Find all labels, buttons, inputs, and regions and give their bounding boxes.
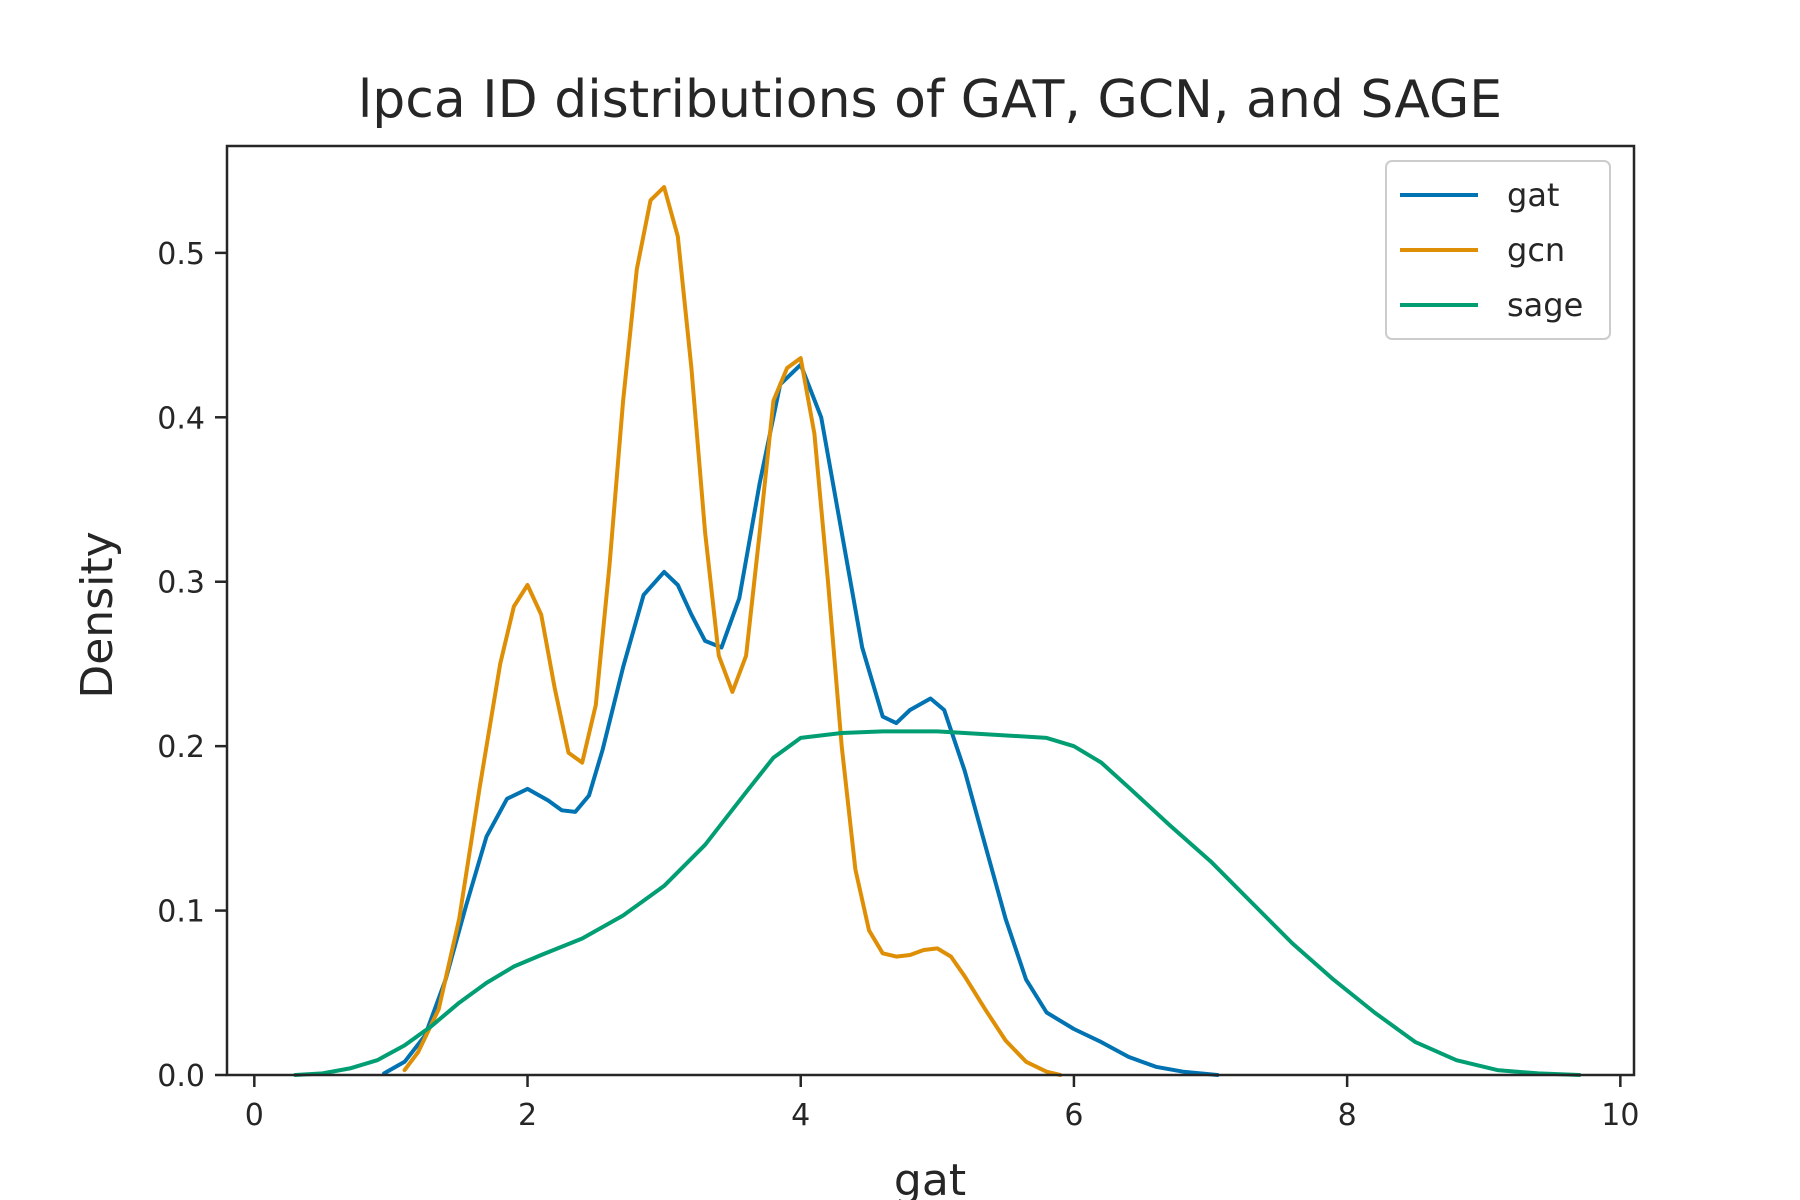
x-tick-label: 0 — [245, 1098, 264, 1133]
legend-label-sage: sage — [1507, 286, 1583, 324]
x-axis: 0 2 4 6 8 10 — [245, 1075, 1639, 1133]
y-axis-label: Density — [72, 531, 123, 698]
y-tick-label: 0.1 — [157, 895, 205, 930]
legend-label-gat: gat — [1507, 176, 1559, 214]
x-tick-label: 6 — [1064, 1098, 1083, 1133]
series-line-sage — [293, 729, 1582, 1077]
chart-title: lpca ID distributions of GAT, GCN, and S… — [358, 70, 1502, 130]
x-tick-label: 8 — [1338, 1098, 1357, 1133]
series-line-gcn — [402, 185, 1063, 1077]
legend: gat gcn sage — [1385, 160, 1611, 340]
y-tick-label: 0.2 — [157, 730, 205, 765]
y-axis: 0.0 0.1 0.2 0.3 0.4 0.5 — [157, 237, 227, 1094]
y-tick-label: 0.3 — [157, 566, 205, 601]
y-tick-label: 0.4 — [157, 401, 205, 436]
plot-area — [293, 185, 1582, 1077]
y-tick-label: 0.0 — [157, 1059, 205, 1094]
legend-label-gcn: gcn — [1507, 231, 1565, 269]
x-axis-label: gat — [894, 1155, 966, 1200]
axes-frame — [225, 144, 1636, 1077]
y-tick-label: 0.5 — [157, 237, 205, 272]
x-tick-label: 10 — [1601, 1098, 1639, 1133]
x-tick-label: 2 — [518, 1098, 537, 1133]
x-tick-label: 4 — [791, 1098, 810, 1133]
series-line-gat — [382, 362, 1220, 1077]
legend-box — [1385, 160, 1611, 340]
